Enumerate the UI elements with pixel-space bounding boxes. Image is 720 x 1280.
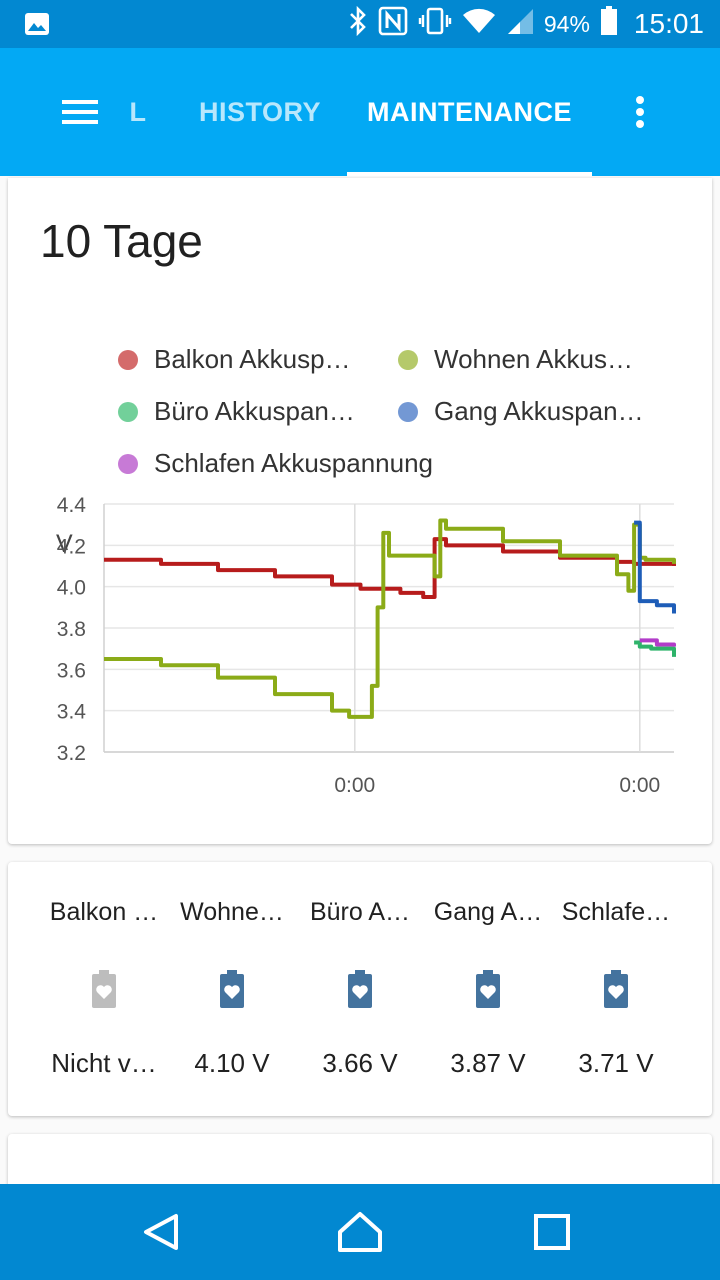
home-icon[interactable] <box>332 1204 388 1260</box>
image-icon <box>24 12 50 41</box>
entity-state: 3.66 V <box>322 1048 398 1078</box>
battery-heart-icon <box>90 970 118 1010</box>
more-vert-icon[interactable] <box>616 88 664 136</box>
battery-heart-icon <box>474 970 502 1010</box>
y-tick-label: 3.2 <box>57 742 86 765</box>
app-bar: L HISTORY MAINTENANCE <box>0 48 720 176</box>
system-nav-bar <box>0 1184 720 1280</box>
recents-icon[interactable] <box>524 1204 580 1260</box>
entity-buero[interactable]: Büro A… 3.66 V <box>296 862 424 1116</box>
x-tick-label: 0:00 <box>334 774 375 797</box>
clock: 15:01 <box>633 8 704 39</box>
entity-gang[interactable]: Gang A… 3.87 V <box>424 862 552 1116</box>
view-tabs: L HISTORY MAINTENANCE <box>128 48 608 176</box>
series-line-2 <box>104 518 676 719</box>
entity-name: Gang A… <box>433 898 543 926</box>
y-tick-label: 4.0 <box>57 577 86 600</box>
series-line-4 <box>634 520 676 614</box>
entity-name: Schlafe… <box>561 898 671 926</box>
entity-wohnen[interactable]: Wohne… 4.10 V <box>168 862 296 1116</box>
tab-maintenance[interactable]: MAINTENANCE <box>367 96 572 127</box>
entity-state: 4.10 V <box>194 1048 270 1078</box>
legend-item-wohnen[interactable]: Wohnen Akkus… <box>398 344 633 375</box>
tab-lovelace[interactable]: L <box>129 96 147 127</box>
entity-schlafen[interactable]: Schlafe… 3.71 V <box>552 862 680 1116</box>
card-title: 10 Tage <box>40 215 203 267</box>
wifi-icon <box>462 7 496 42</box>
y-tick-label: 3.4 <box>57 701 87 724</box>
entity-state: Nicht v… <box>51 1048 157 1078</box>
signal-icon <box>506 7 534 42</box>
legend-label: Balkon Akkusp… <box>154 344 351 374</box>
battery-heart-icon <box>602 970 630 1010</box>
tab-history[interactable]: HISTORY <box>198 96 322 127</box>
legend-dot <box>118 453 138 474</box>
legend-item-buero[interactable]: Büro Akkuspan… <box>118 396 355 427</box>
history-chart: 4.4 4.2 4.0 3.8 3.6 3.4 3.2 0:00 0:00 <box>57 494 676 797</box>
status-bar: 94% 15:01 <box>0 0 720 48</box>
battery-percent: 94% <box>543 10 590 37</box>
nfc-icon <box>378 6 408 43</box>
legend-dot <box>398 401 418 422</box>
legend-item-gang[interactable]: Gang Akkuspan… <box>398 396 644 427</box>
y-tick-label: 4.2 <box>57 535 86 558</box>
menu-icon[interactable] <box>48 80 112 144</box>
legend-label: Büro Akkuspan… <box>154 396 355 426</box>
y-tick-label: 3.8 <box>57 618 86 641</box>
active-tab-indicator <box>347 172 592 176</box>
legend-dot <box>398 349 418 370</box>
entity-name: Balkon … <box>49 898 159 926</box>
legend-label: Wohnen Akkus… <box>434 344 633 374</box>
legend-dot <box>118 349 138 370</box>
chart-unit-label: V <box>56 530 73 558</box>
legend-item-balkon[interactable]: Balkon Akkusp… <box>118 344 351 375</box>
entity-balkon[interactable]: Balkon … Nicht v… <box>40 862 168 1116</box>
vibrate-icon <box>418 6 452 43</box>
history-graph-card: 10 Tage V Balkon Akkusp… Wohnen Akkus… B… <box>8 178 712 844</box>
bluetooth-icon <box>348 5 368 43</box>
y-tick-label: 3.6 <box>57 659 86 682</box>
series-line-5 <box>639 638 676 647</box>
series-line-3 <box>634 640 676 657</box>
back-icon[interactable] <box>132 1204 188 1260</box>
battery-icon <box>600 5 618 43</box>
entity-name: Wohne… <box>180 898 284 926</box>
entity-state: 3.87 V <box>450 1048 526 1078</box>
battery-heart-icon <box>218 970 246 1010</box>
entity-name: Büro A… <box>309 898 411 926</box>
legend-dot <box>118 401 138 422</box>
entity-state: 3.71 V <box>578 1048 654 1078</box>
legend-item-schlafen[interactable]: Schlafen Akkuspannung <box>118 448 433 479</box>
legend-label: Gang Akkuspan… <box>434 396 644 426</box>
battery-heart-icon <box>346 970 374 1010</box>
legend-label: Schlafen Akkuspannung <box>154 448 433 478</box>
y-tick-label: 4.4 <box>57 494 87 517</box>
x-tick-label: 0:00 <box>619 774 660 797</box>
